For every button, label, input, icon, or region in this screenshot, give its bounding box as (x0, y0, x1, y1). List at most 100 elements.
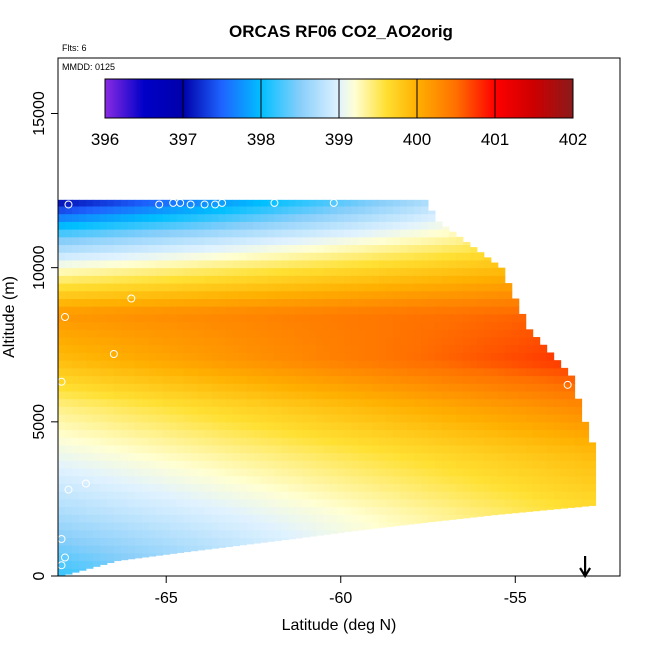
heatmap-cell (218, 244, 227, 253)
heatmap-cell (281, 259, 289, 269)
colorbar-tick-label: 398 (247, 130, 275, 149)
heatmap-cell (183, 398, 192, 407)
heatmap-cell (253, 199, 261, 207)
heatmap-cell (113, 529, 122, 538)
heatmap-cell (309, 221, 317, 230)
heatmap-cell (253, 483, 261, 492)
heatmap-cell (344, 259, 352, 269)
heatmap-cell (92, 406, 101, 415)
heatmap-cell (469, 367, 478, 377)
heatmap-cell (281, 213, 289, 222)
flights-annotation: Flts: 6 (62, 43, 87, 53)
heatmap-cell (58, 560, 66, 569)
heatmap-cell (99, 560, 108, 565)
heatmap-cell (78, 236, 87, 246)
heatmap-cell (176, 321, 185, 330)
heatmap-cell (58, 221, 66, 230)
heatmap-cell (476, 483, 485, 492)
heatmap-cell (497, 391, 506, 400)
heatmap-cell (274, 329, 282, 338)
heatmap-cell (448, 444, 457, 454)
heatmap-cell (253, 522, 261, 531)
heatmap-cell (553, 452, 562, 461)
heatmap-cell (106, 367, 115, 377)
colorbar-tick-label: 396 (91, 130, 119, 149)
heatmap-cell (414, 352, 422, 361)
heatmap-cell (190, 360, 199, 369)
heatmap-cell (372, 491, 380, 500)
heatmap-cell (302, 452, 310, 461)
heatmap-cell (414, 383, 422, 392)
heatmap-cell (365, 321, 373, 330)
heatmap-cell (295, 206, 303, 215)
heatmap-cell (490, 383, 499, 392)
heatmap-cell (574, 460, 583, 469)
heatmap-cell (85, 367, 94, 377)
heatmap-cell (218, 483, 227, 492)
heatmap-cell (407, 468, 415, 477)
heatmap-cell (155, 267, 164, 276)
heatmap-cell (504, 321, 513, 330)
heatmap-cell (323, 290, 331, 299)
heatmap-cell (497, 290, 506, 299)
heatmap-cell (225, 491, 234, 500)
heatmap-cell (462, 367, 471, 377)
heatmap-cell (169, 306, 178, 315)
heatmap-cell (141, 429, 150, 438)
heatmap-cell (78, 360, 87, 369)
heatmap-cell (344, 360, 352, 369)
heatmap-cell (330, 429, 338, 438)
heatmap-cell (337, 283, 345, 292)
heatmap-cell (232, 275, 241, 284)
heatmap-cell (414, 267, 422, 276)
heatmap-cell (113, 344, 122, 353)
heatmap-cell (260, 375, 268, 384)
heatmap-cell (302, 475, 310, 484)
heatmap-cell (581, 483, 590, 492)
heatmap-cell (434, 391, 443, 400)
heatmap-cell (169, 460, 178, 469)
heatmap-cell (379, 206, 387, 215)
heatmap-cell (469, 247, 478, 253)
heatmap-cell (127, 221, 136, 230)
heatmap-cell (288, 391, 296, 400)
heatmap-cell (232, 236, 241, 246)
heatmap-cell (372, 367, 380, 377)
heatmap-cell (344, 213, 352, 222)
heatmap-cell (71, 460, 80, 469)
heatmap-cell (511, 452, 520, 461)
heatmap-cell (539, 375, 548, 384)
heatmap-cell (232, 344, 241, 353)
heatmap-cell (539, 475, 548, 484)
heatmap-cell (330, 290, 338, 299)
heatmap-cell (260, 244, 268, 253)
heatmap-cell (372, 452, 380, 461)
heatmap-cell (58, 537, 66, 546)
heatmap-cell (372, 429, 380, 438)
heatmap-cell (141, 306, 150, 315)
heatmap-cell (58, 283, 66, 292)
heatmap-cell (462, 421, 471, 431)
heatmap-cell (462, 241, 471, 246)
heatmap-cell (288, 199, 296, 207)
heatmap-cell (246, 275, 254, 284)
heatmap-cell (113, 506, 122, 515)
heatmap-cell (253, 437, 261, 446)
heatmap-cell (281, 236, 289, 246)
heatmap-cell (232, 337, 241, 346)
heatmap-cell (58, 383, 66, 392)
heatmap-cell (148, 306, 157, 315)
heatmap-cell (309, 514, 317, 523)
heatmap-cell (267, 267, 275, 276)
heatmap-cell (274, 452, 282, 461)
heatmap-cell (225, 414, 234, 423)
heatmap-cell (71, 498, 80, 508)
heatmap-cell (64, 275, 73, 284)
heatmap-cell (588, 452, 597, 461)
heatmap-cell (64, 398, 73, 407)
heatmap-cell (162, 498, 171, 508)
heatmap-cell (134, 337, 143, 346)
heatmap-cell (64, 306, 73, 315)
heatmap-cell (134, 452, 143, 461)
heatmap-cell (197, 452, 206, 461)
